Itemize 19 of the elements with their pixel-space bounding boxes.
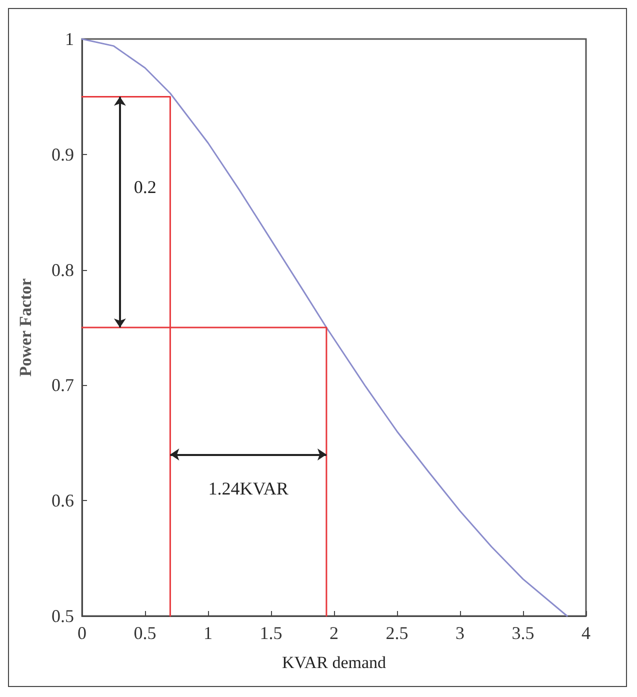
x-tick-label: 1.5 xyxy=(260,623,282,643)
x-tick-label: 2.5 xyxy=(386,623,408,643)
x-tick-label: 2 xyxy=(330,623,338,643)
y-tick-label: 0.7 xyxy=(52,375,74,396)
y-tick-label: 0.5 xyxy=(52,606,74,626)
x-tick-label: 4 xyxy=(582,623,590,643)
annotation: 1.24KVAR xyxy=(208,478,288,498)
y-axis-title: Power Factor xyxy=(16,278,35,377)
y-tick-label: 0.6 xyxy=(52,490,74,511)
y-tick-label: 0.8 xyxy=(52,260,74,280)
x-tick-label: 1 xyxy=(204,623,212,643)
annotation: 0.2 xyxy=(134,177,156,198)
y-tick-label: 1 xyxy=(65,29,74,49)
y-tick-label: 0.9 xyxy=(52,144,74,164)
x-axis-title: KVAR demand xyxy=(282,653,387,672)
x-tick-label: 3 xyxy=(456,623,464,643)
x-tick-label: 0.5 xyxy=(134,623,156,643)
x-tick-label: 0 xyxy=(78,623,86,643)
x-tick-label: 3.5 xyxy=(512,623,534,643)
